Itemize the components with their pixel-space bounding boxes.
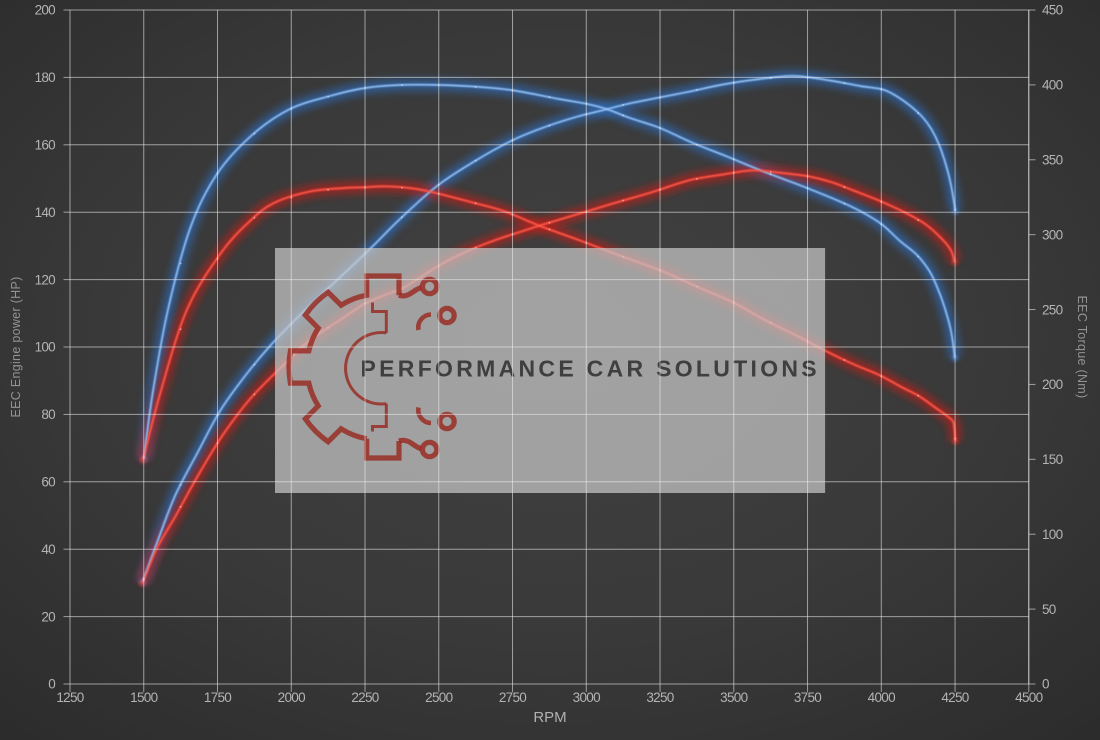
svg-text:250: 250 xyxy=(1042,302,1063,317)
svg-text:50: 50 xyxy=(1042,602,1056,617)
svg-text:EEC Engine power (HP): EEC Engine power (HP) xyxy=(9,276,23,417)
svg-text:1750: 1750 xyxy=(204,690,231,705)
svg-text:40: 40 xyxy=(41,542,55,557)
svg-text:2500: 2500 xyxy=(425,690,452,705)
svg-text:180: 180 xyxy=(35,70,56,85)
svg-text:200: 200 xyxy=(1042,377,1063,392)
svg-text:0: 0 xyxy=(48,677,55,692)
svg-text:80: 80 xyxy=(41,407,55,422)
svg-text:150: 150 xyxy=(1042,452,1063,467)
svg-text:140: 140 xyxy=(35,205,56,220)
svg-text:1250: 1250 xyxy=(56,690,83,705)
svg-text:300: 300 xyxy=(1042,227,1063,242)
svg-text:3500: 3500 xyxy=(720,690,747,705)
svg-text:60: 60 xyxy=(41,475,55,490)
svg-text:2000: 2000 xyxy=(278,690,305,705)
svg-text:2750: 2750 xyxy=(499,690,526,705)
svg-text:PERFORMANCE CAR SOLUTIONS: PERFORMANCE CAR SOLUTIONS xyxy=(361,356,820,382)
svg-text:200: 200 xyxy=(35,3,56,18)
svg-text:1500: 1500 xyxy=(130,690,157,705)
svg-text:4250: 4250 xyxy=(941,690,968,705)
svg-text:100: 100 xyxy=(1042,527,1063,542)
svg-text:4000: 4000 xyxy=(868,690,895,705)
svg-text:2250: 2250 xyxy=(351,690,378,705)
svg-text:EEC Torque (Nm): EEC Torque (Nm) xyxy=(1075,296,1089,399)
svg-text:3250: 3250 xyxy=(646,690,673,705)
svg-text:4500: 4500 xyxy=(1015,690,1042,705)
svg-text:20: 20 xyxy=(41,609,55,624)
svg-text:3750: 3750 xyxy=(794,690,821,705)
svg-text:400: 400 xyxy=(1042,78,1063,93)
svg-text:350: 350 xyxy=(1042,153,1063,168)
svg-text:450: 450 xyxy=(1042,3,1063,18)
svg-text:120: 120 xyxy=(35,272,56,287)
svg-text:0: 0 xyxy=(1042,677,1049,692)
svg-text:100: 100 xyxy=(35,340,56,355)
svg-text:3000: 3000 xyxy=(573,690,600,705)
svg-text:160: 160 xyxy=(35,138,56,153)
svg-text:RPM: RPM xyxy=(533,709,566,726)
